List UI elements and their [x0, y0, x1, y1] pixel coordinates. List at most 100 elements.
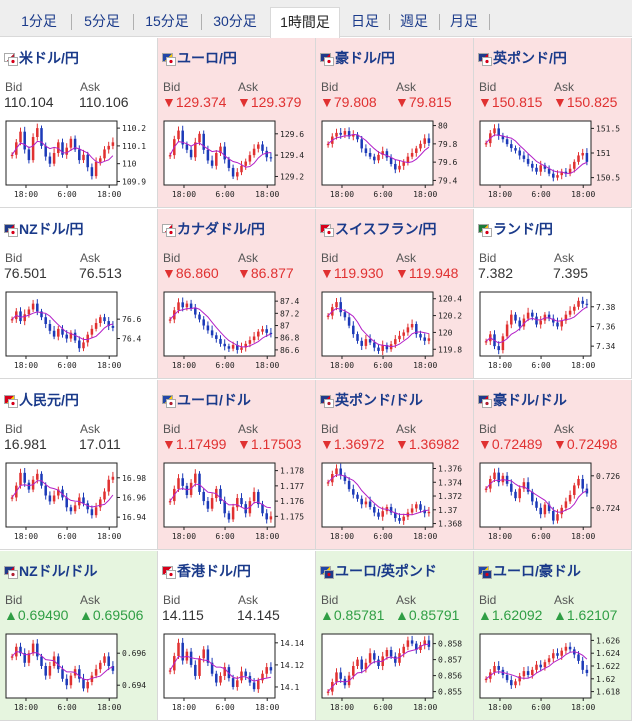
tab-weekly[interactable]: 週足 — [400, 13, 428, 29]
price-chart[interactable]: 16.98 16.96 16.94 18:00 6:00 18:00 — [3, 460, 155, 542]
candle-body — [419, 334, 422, 338]
currency-card[interactable]: ランド/円 Bid Ask 7.382 7.395 7.38 7.36 7.34 18:00 6:… — [474, 209, 632, 379]
pair-title[interactable]: NZドル/円 — [4, 219, 84, 237]
pair-title[interactable]: カナダドル/円 — [162, 219, 265, 237]
tab-1hour[interactable]: 1時間足 — [270, 7, 340, 38]
pair-title[interactable]: ユーロ/円 — [162, 48, 237, 66]
currency-card[interactable]: 英ポンド/円 Bid Ask ▼150.815 ▼150.825 151.5 151 150.… — [474, 38, 632, 208]
pair-title[interactable]: 豪ドル/ドル — [478, 390, 567, 408]
pair-name[interactable]: 米ドル/円 — [19, 50, 79, 66]
pair-title[interactable]: ユーロ/豪ドル — [478, 561, 581, 579]
candle-body — [368, 153, 372, 157]
pair-name[interactable]: NZドル/円 — [19, 221, 84, 237]
tab-1min[interactable]: 1分足 — [21, 13, 57, 29]
pair-title[interactable]: スイスフラン/円 — [320, 219, 436, 237]
price-chart[interactable]: 151.5 151 150.5 18:00 6:00 18:00 — [477, 118, 629, 200]
price-chart[interactable]: 1.626 1.624 1.622 1.62 1.618 18:00 6:00 18:00 — [477, 631, 629, 713]
pair-name[interactable]: ユーロ/円 — [177, 50, 237, 66]
candle-body — [556, 653, 559, 656]
pair-title[interactable]: 香港ドル/円 — [162, 561, 251, 579]
pair-title[interactable]: ユーロ/ドル — [162, 390, 251, 408]
currency-card[interactable]: 豪ドル/ドル Bid Ask ▼0.72489 ▼0.72498 0.726 0.724 18… — [474, 380, 632, 550]
currency-card[interactable]: 英ポンド/ドル Bid Ask ▼1.36972 ▼1.36982 1.376 1.374 1… — [316, 380, 474, 550]
tab-monthly[interactable]: 月足 — [450, 13, 478, 29]
candle-body — [40, 311, 43, 318]
price-chart[interactable]: 0.858 0.857 0.856 0.855 18:00 6:00 18:00 — [319, 631, 471, 713]
y-tick-label: 76.4 — [122, 335, 141, 344]
currency-card[interactable]: 人民元/円 Bid Ask 16.981 17.011 16.98 16.96 16.94 18… — [0, 380, 158, 550]
tab-15min[interactable]: 15分足 — [145, 13, 189, 29]
currency-card[interactable]: 香港ドル/円 Bid Ask 14.115 14.145 14.14 14.12 14.1 18… — [158, 551, 316, 721]
pair-name[interactable]: 英ポンド/円 — [493, 50, 567, 66]
pair-title[interactable]: 英ポンド/円 — [478, 48, 567, 66]
tab-separator — [389, 14, 390, 30]
candle-body — [560, 507, 563, 515]
tab-30min[interactable]: 30分足 — [213, 13, 257, 29]
price-chart[interactable]: 14.14 14.12 14.1 18:00 6:00 18:00 — [161, 631, 313, 713]
price-chart[interactable]: 129.6 129.4 129.2 18:00 6:00 18:00 — [161, 118, 313, 200]
candle-body — [543, 165, 547, 169]
price-chart[interactable]: 120.4 120.2 120 119.8 18:00 6:00 18:00 — [319, 289, 471, 371]
price-chart[interactable]: 76.6 76.4 18:00 6:00 18:00 — [3, 289, 155, 371]
ask-value: ▲0.69506 — [79, 607, 144, 623]
tab-5min[interactable]: 5分足 — [84, 13, 120, 29]
price-chart[interactable]: 110.2 110.1 110 109.9 18:00 6:00 18:00 — [3, 118, 155, 200]
pair-name[interactable]: カナダドル/円 — [177, 221, 265, 237]
candle-body — [352, 489, 355, 495]
pair-title[interactable]: 米ドル/円 — [4, 48, 79, 66]
price-chart[interactable]: 0.726 0.724 18:00 6:00 18:00 — [477, 460, 629, 542]
currency-card[interactable]: ユーロ/円 Bid Ask ▼129.374 ▼129.379 129.6 129.4 129… — [158, 38, 316, 208]
candle-body — [210, 330, 214, 336]
pair-title[interactable]: 英ポンド/ドル — [320, 390, 423, 408]
pair-title[interactable]: 豪ドル/円 — [320, 48, 395, 66]
pair-title[interactable]: ランド/円 — [478, 219, 553, 237]
chart-svg: 16.98 16.96 16.94 18:00 6:00 18:00 — [5, 462, 146, 541]
candle-body — [514, 148, 517, 151]
currency-card[interactable]: カナダドル/円 Bid Ask ▼86.860 ▼86.877 87.4 87.2 87 86.… — [158, 209, 316, 379]
pair-name[interactable]: 香港ドル/円 — [177, 563, 251, 579]
currency-card[interactable]: ユーロ/豪ドル Bid Ask ▲1.62092 ▲1.62107 1.626 1.624 1… — [474, 551, 632, 721]
currency-card[interactable]: スイスフラン/円 Bid Ask ▼119.930 ▼119.948 120.4 120.2… — [316, 209, 474, 379]
currency-card[interactable]: NZドル/円 Bid Ask 76.501 76.513 76.6 76.4 18:00 6:0… — [0, 209, 158, 379]
pair-name[interactable]: 英ポンド/ドル — [335, 392, 423, 408]
pair-name[interactable]: ユーロ/ドル — [177, 392, 251, 408]
candle-body — [577, 654, 580, 661]
pair-name[interactable]: 豪ドル/円 — [335, 50, 395, 66]
candle-body — [531, 669, 534, 675]
pair-name[interactable]: 豪ドル/ドル — [493, 392, 567, 408]
candle-body — [215, 673, 218, 683]
candle-body — [552, 318, 555, 323]
pair-name[interactable]: ランド/円 — [493, 221, 553, 237]
pair-name[interactable]: NZドル/ドル — [19, 563, 98, 579]
candle-body — [585, 303, 589, 305]
candle-body — [522, 318, 526, 327]
currency-card[interactable]: ユーロ/ドル Bid Ask ▼1.17499 ▼1.17503 1.178 1.177 1.… — [158, 380, 316, 550]
pair-title[interactable]: ユーロ/英ポンド — [320, 561, 437, 579]
candle-body — [556, 322, 559, 327]
price-chart[interactable]: 1.178 1.177 1.176 1.175 18:00 6:00 18:00 — [161, 460, 313, 542]
price-chart[interactable]: 87.4 87.2 87 86.8 86.6 18:00 6:00 18:00 — [161, 289, 313, 371]
pair-name[interactable]: ユーロ/英ポンド — [335, 563, 437, 579]
candle-body — [347, 317, 351, 326]
pair-name[interactable]: ユーロ/豪ドル — [493, 563, 581, 579]
currency-card[interactable]: 米ドル/円 Bid Ask 110.104 110.106 110.2 110.1 110 10… — [0, 38, 158, 208]
currency-card[interactable]: 豪ドル/円 Bid Ask ▼79.808 ▼79.815 80 79.8 79.6 79.4 1… — [316, 38, 474, 208]
price-chart[interactable]: 0.696 0.694 18:00 6:00 18:00 — [3, 631, 155, 713]
candle-body — [381, 345, 384, 351]
pair-title[interactable]: 人民元/円 — [4, 390, 79, 408]
price-chart[interactable]: 80 79.8 79.6 79.4 18:00 6:00 18:00 — [319, 118, 471, 200]
plot-frame — [163, 291, 276, 357]
currency-card[interactable]: NZドル/ドル Bid Ask ▲0.69490 ▲0.69506 0.696 0.694 1… — [0, 551, 158, 721]
currency-card[interactable]: ユーロ/英ポンド Bid Ask ▲0.85781 ▲0.85791 0.858 0.857… — [316, 551, 474, 721]
tab-daily[interactable]: 日足 — [351, 13, 379, 29]
candle-body — [73, 505, 77, 512]
price-chart[interactable]: 7.38 7.36 7.34 18:00 6:00 18:00 — [477, 289, 629, 371]
pair-name[interactable]: 人民元/円 — [19, 392, 79, 408]
bid-value: ▲0.69490 — [4, 607, 69, 623]
price-chart[interactable]: 1.376 1.374 1.372 1.37 1.368 18:00 6:00 18:00 — [319, 460, 471, 542]
candle-body — [556, 175, 559, 178]
pair-name[interactable]: スイスフラン/円 — [335, 221, 437, 237]
pair-title[interactable]: NZドル/ドル — [4, 561, 98, 579]
